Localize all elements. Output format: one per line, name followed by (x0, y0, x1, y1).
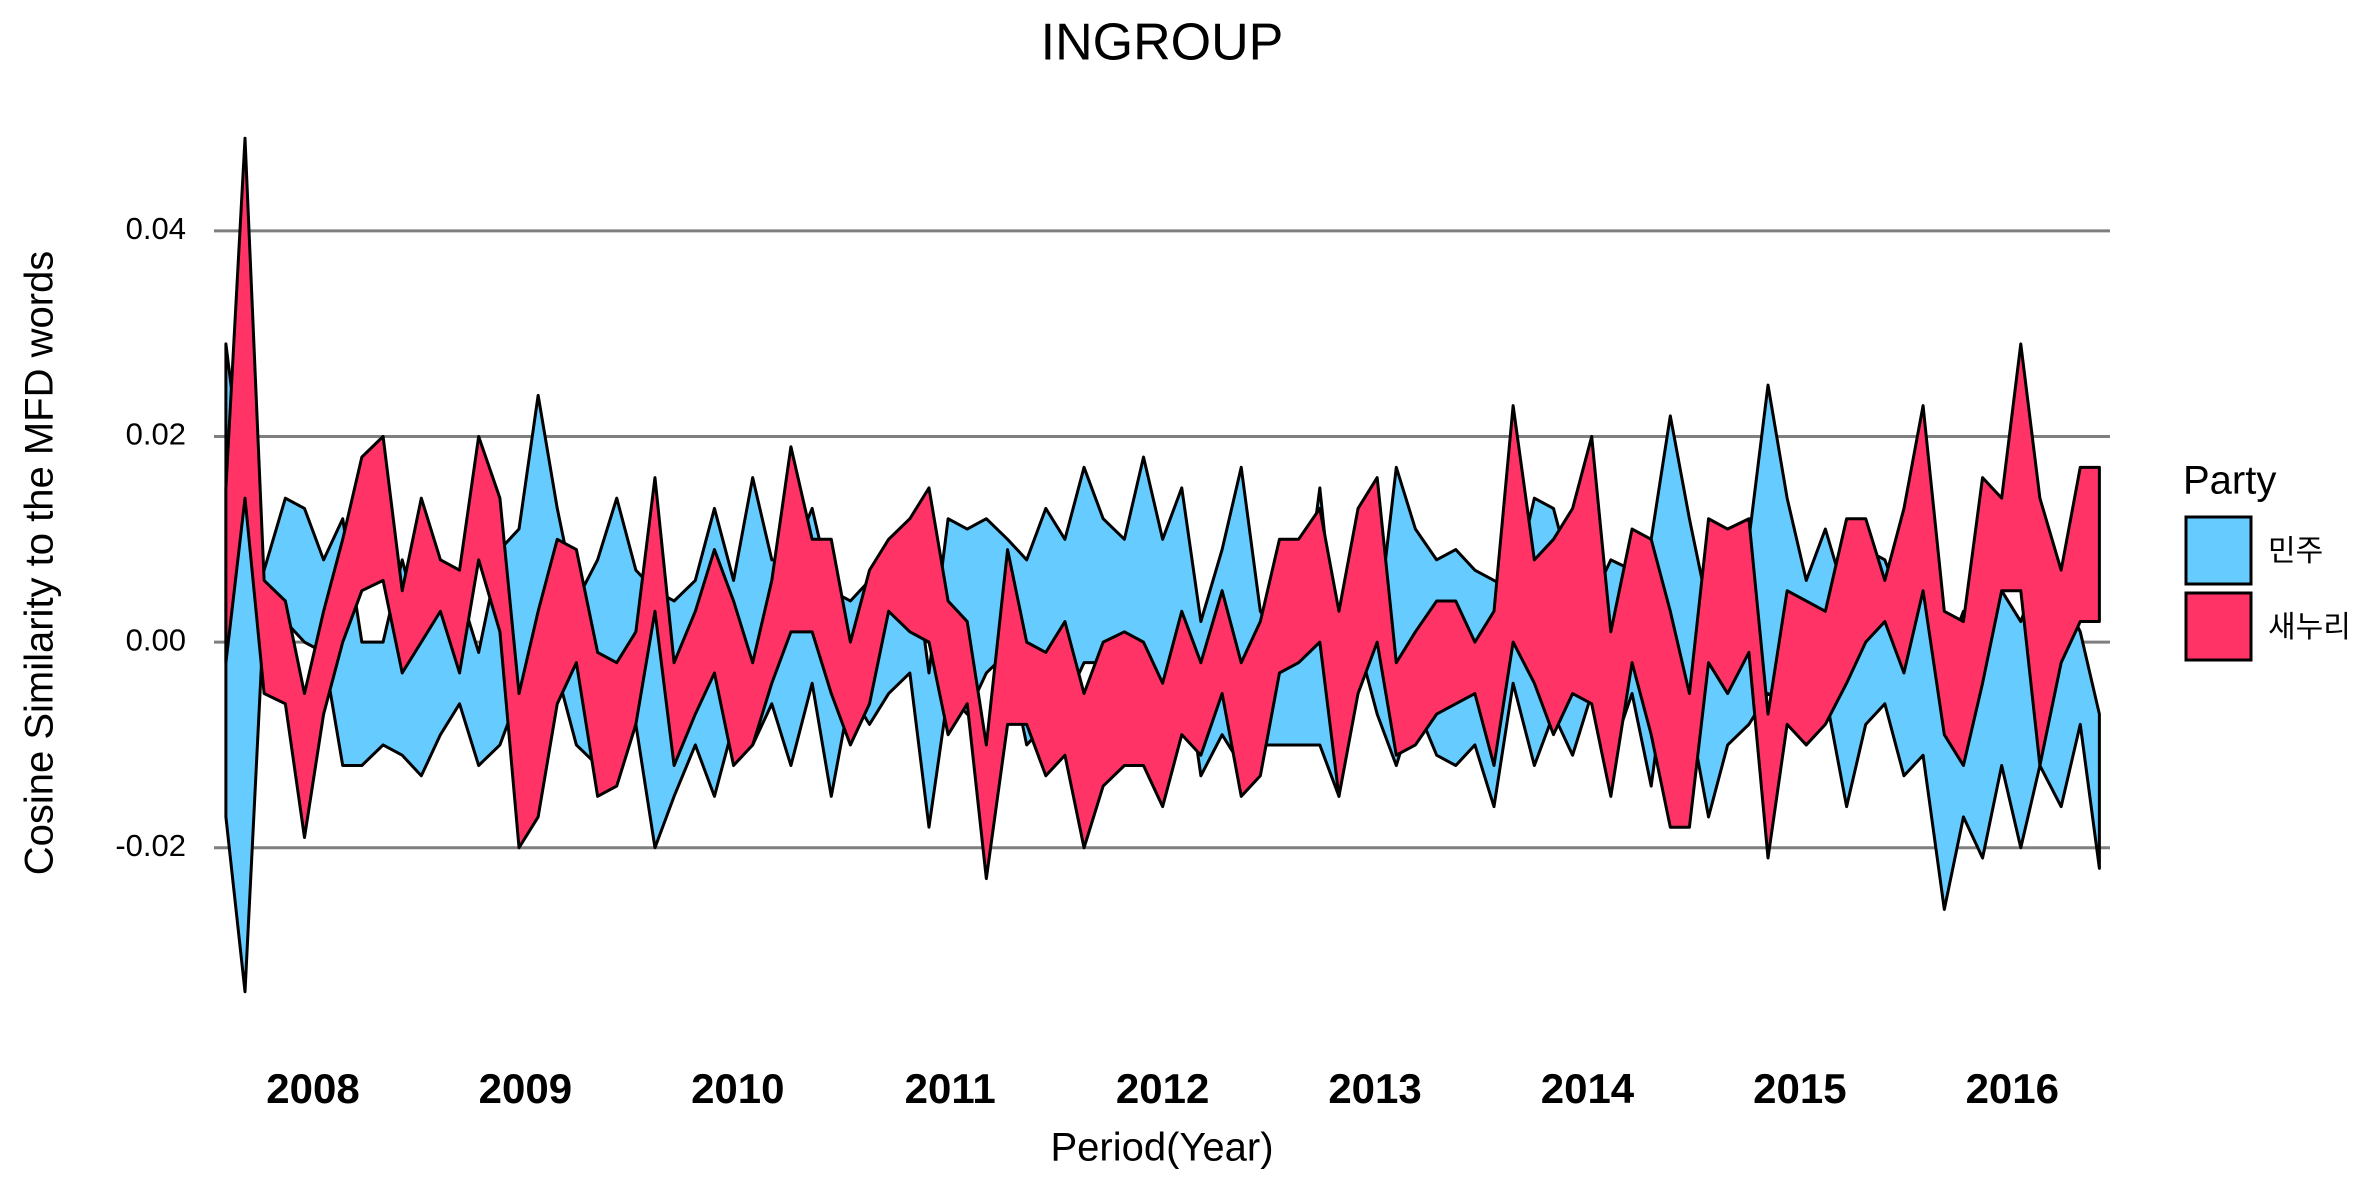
x-axis-title: Period(Year) (1050, 1126, 1273, 1170)
x-tick-label: 2014 (1541, 1065, 1635, 1112)
x-tick-label: 2016 (1966, 1065, 2059, 1112)
chart-title: INGROUP (1041, 14, 1284, 72)
legend-label: 새누리 (2268, 611, 2351, 644)
y-tick-label: 0.02 (126, 417, 186, 452)
x-tick-label: 2009 (479, 1065, 572, 1112)
ribbon (224, 136, 2101, 881)
ribbon (224, 342, 2101, 994)
x-tick-label: 2013 (1328, 1065, 1421, 1112)
legend-title: Party (2183, 459, 2276, 503)
y-axis-title: Cosine Similarity to the MFD words (18, 251, 62, 876)
y-tick-label: -0.02 (115, 828, 186, 863)
legend-key (2184, 515, 2253, 586)
y-tick-label: 0.00 (126, 622, 186, 657)
x-tick-label: 2011 (905, 1065, 996, 1112)
legend-key (2184, 591, 2253, 662)
x-tick-label: 2015 (1753, 1065, 1846, 1112)
x-tick-label: 2008 (266, 1065, 359, 1112)
legend-label: 민주 (2268, 535, 2323, 568)
x-tick-label: 2012 (1116, 1065, 1209, 1112)
x-tick-label: 2010 (691, 1065, 784, 1112)
y-tick-label: 0.04 (126, 211, 186, 246)
